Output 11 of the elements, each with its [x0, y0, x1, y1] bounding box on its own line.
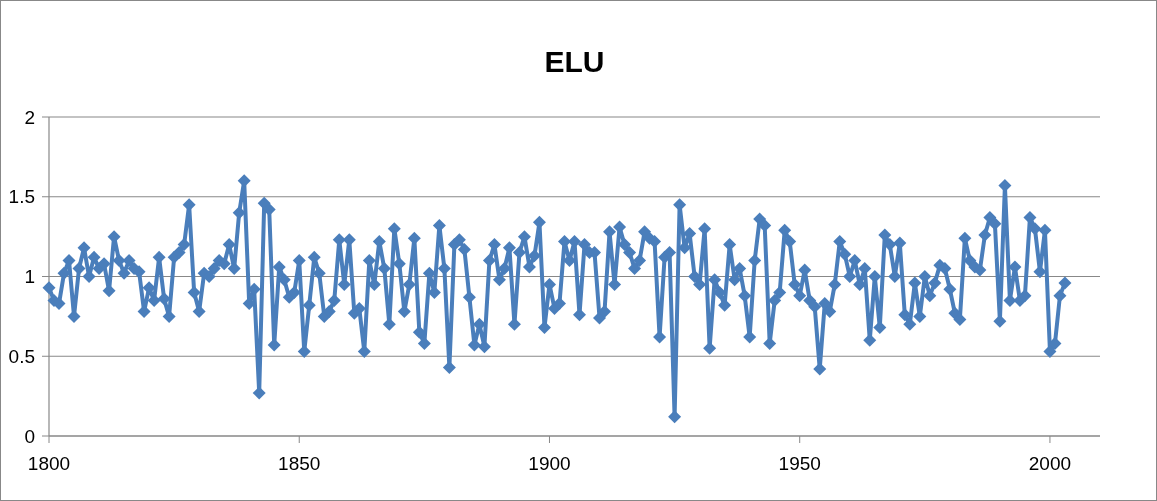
x-tick-label: 1900: [528, 453, 571, 474]
y-tick-label: 0: [24, 425, 35, 447]
x-tick-label: 1800: [27, 453, 71, 474]
y-tick-label: 1.5: [8, 186, 35, 208]
x-tick-label: 1950: [778, 453, 821, 474]
y-tick-label: 0.5: [8, 345, 35, 367]
x-tick-label: 1850: [278, 453, 321, 474]
y-tick-label: 2: [24, 106, 35, 128]
chart-title: ELU: [544, 45, 605, 78]
y-tick-label: 1: [24, 266, 35, 288]
x-tick-label: 2000: [1028, 453, 1072, 474]
